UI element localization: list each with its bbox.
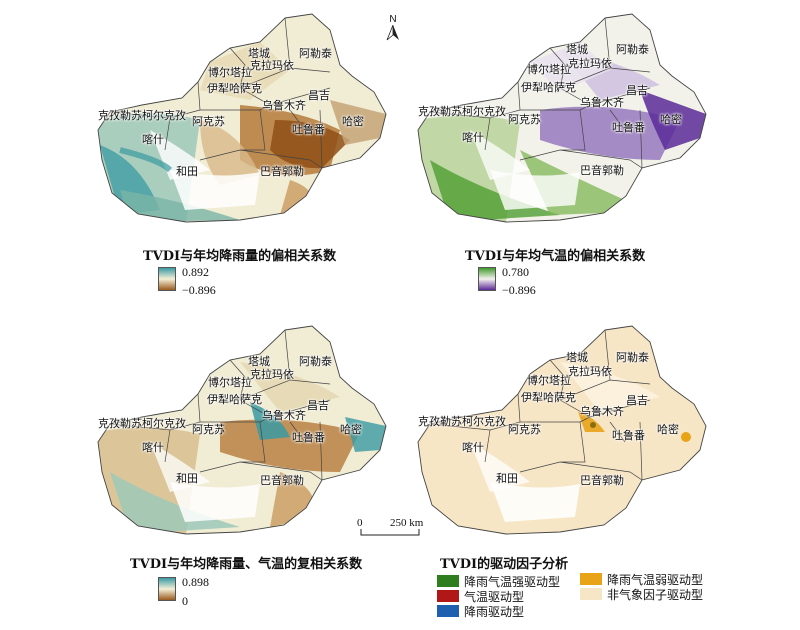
p1-label-changji: 昌吉 [308,89,330,102]
precip-map [97,13,387,223]
p4-label-karamay: 克拉玛依 [568,365,612,378]
legend-swatch-nonmet [580,588,602,600]
p2-label-hami: 哈密 [660,113,682,126]
p4-label-hami: 哈密 [657,423,679,436]
p2-label-aksu: 阿克苏 [508,113,541,126]
legend-max-precip: 0.892 [182,265,209,279]
p4-label-tacheng: 塔城 [566,351,588,364]
p2-label-tacheng: 塔城 [566,43,588,56]
legend-max-multi: 0.898 [182,575,209,589]
p2-label-turpan: 吐鲁番 [612,121,645,134]
legend-label-temp: 气温驱动型 [464,590,525,604]
legend-label-precip: 降雨驱动型 [464,605,525,619]
p4-label-urumqi: 乌鲁木齐 [580,405,624,418]
map-panel-driver [410,322,710,552]
north-arrow-label: N [389,14,397,25]
p2-label-ili: 伊犁哈萨克 [521,81,576,94]
p1-label-altay: 阿勒泰 [299,47,332,60]
p2-label-bortala: 博尔塔拉 [527,63,571,76]
p1-label-ili: 伊犁哈萨克 [207,82,262,95]
p3-label-altay: 阿勒泰 [299,355,332,368]
p1-label-turpan: 吐鲁番 [292,123,325,136]
p3-label-bortala: 博尔塔拉 [208,376,252,389]
legend-label-weak: 降雨气温弱驱动型 [607,573,704,587]
legend-max-temp: 0.780 [502,265,529,279]
p3-label-ili: 伊犁哈萨克 [207,393,262,406]
p4-label-kashgar: 喀什 [462,441,484,454]
p3-label-karamay: 克拉玛依 [250,368,294,381]
temp-map [417,13,707,223]
legend-label-nonmet: 非气象因子驱动型 [607,588,704,602]
map-panel-temp [410,10,710,240]
p4-label-hotan: 和田 [496,472,518,485]
legend-swatch-temp [437,590,459,602]
p2-label-kashgar: 喀什 [462,131,484,144]
p1-label-tacheng: 塔城 [248,47,270,60]
legend-min-multi: 0 [182,594,188,608]
map-panel-multi [90,322,390,552]
p1-label-aksu: 阿克苏 [192,115,225,128]
driver-map [417,325,707,535]
p1-label-bayingolin: 巴音郭勒 [260,165,304,178]
caption-driver: TVDI的驱动因子分析 [440,557,569,572]
caption-multi: TVDI与年均降雨量、气温的复相关系数 [130,557,363,572]
caption-precip: TVDI与年均降雨量的偏相关系数 [143,249,337,264]
p3-label-changji: 昌吉 [307,399,329,412]
p3-label-turpan: 吐鲁番 [292,431,325,444]
p3-label-hotan: 和田 [176,472,198,485]
p4-label-bayingolin: 巴音郭勒 [580,474,624,487]
legend-swatch-precip [437,605,459,617]
p3-label-bayingolin: 巴音郭勒 [260,474,304,487]
p2-label-urumqi: 乌鲁木齐 [580,96,624,109]
p1-label-hami: 哈密 [342,115,364,128]
scale-distance: 250 km [390,517,424,529]
multi-map [97,325,387,535]
p1-label-hotan: 和田 [176,165,198,178]
p1-label-urumqi: 乌鲁木齐 [262,99,306,112]
legend-min-precip: −0.896 [182,283,216,297]
legend-bar-multi [158,577,176,601]
legend-swatch-weak [580,573,602,585]
p4-label-ili: 伊犁哈萨克 [521,391,576,404]
p3-label-kizilsu: 克孜勒苏柯尔克孜 [98,417,186,430]
p3-label-aksu: 阿克苏 [192,423,225,436]
legend-min-temp: −0.896 [502,283,536,297]
p2-label-bayingolin: 巴音郭勒 [580,164,624,177]
p3-label-tacheng: 塔城 [248,355,270,368]
p4-label-kizilsu: 克孜勒苏柯尔克孜 [418,415,506,428]
legend-swatch-strong [437,575,459,587]
p2-label-altay: 阿勒泰 [616,43,649,56]
scale-bar [360,522,420,541]
p3-label-hami: 哈密 [340,423,362,436]
scale-zero: 0 [357,517,363,529]
p1-label-kizilsu: 克孜勒苏柯尔克孜 [98,109,186,122]
p2-label-kizilsu: 克孜勒苏柯尔克孜 [418,105,506,118]
p4-label-turpan: 吐鲁番 [612,429,645,442]
p2-label-karamay: 克拉玛依 [568,57,612,70]
p1-label-bortala: 博尔塔拉 [208,66,252,79]
p2-label-changji: 昌吉 [626,84,648,97]
p1-label-karamay: 克拉玛依 [250,59,294,72]
p4-label-bortala: 博尔塔拉 [527,374,571,387]
p3-label-kashgar: 喀什 [142,441,164,454]
map-panel-precip [90,10,390,240]
p1-label-kashgar: 喀什 [142,133,164,146]
p4-label-aksu: 阿克苏 [508,423,541,436]
legend-bar-precip [158,267,176,291]
caption-temp: TVDI与年均气温的偏相关系数 [465,249,646,264]
legend-label-strong: 降雨气温强驱动型 [464,575,561,589]
p4-label-changji: 昌吉 [626,394,648,407]
legend-bar-temp [478,267,496,291]
p4-label-altay: 阿勒泰 [616,351,649,364]
north-arrow-icon: N [386,14,400,45]
p3-label-urumqi: 乌鲁木齐 [262,409,306,422]
